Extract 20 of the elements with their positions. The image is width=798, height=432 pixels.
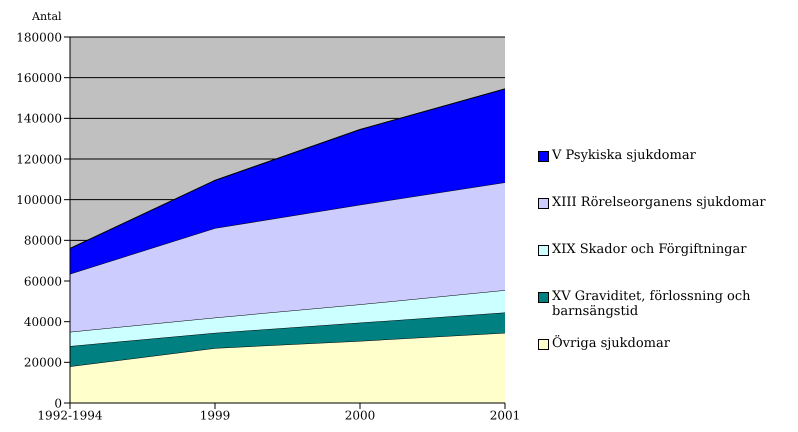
y-axis-title: Antal — [32, 10, 62, 23]
y-tick-label: 100000 — [16, 192, 62, 207]
legend-label: XIX Skador och Förgiftningar — [552, 242, 746, 257]
x-tick-label: 2001 — [490, 408, 520, 423]
y-tick-label: 40000 — [24, 314, 62, 329]
x-tick-label: 1992-1994 — [37, 408, 103, 423]
y-tick-label: 160000 — [16, 70, 62, 85]
y-tick-label: 140000 — [16, 112, 62, 126]
y-tick-label: 0 — [54, 396, 62, 410]
legend-label: XIII Rörelseorganens sjukdomar — [552, 195, 766, 210]
x-tick-label: 1999 — [200, 408, 230, 423]
y-tick-label: 60000 — [24, 274, 62, 288]
y-tick-label: 20000 — [24, 356, 62, 370]
legend-label: XV Graviditet, förlossning och barnsängstid — [552, 289, 752, 319]
y-tick-label: 80000 — [24, 234, 62, 248]
x-tick-label: 2000 — [344, 408, 376, 423]
y-tick-label: 120000 — [16, 152, 62, 166]
legend-label: Övriga sjukdomar — [552, 336, 670, 351]
legend-label: V Psykiska sjukdomar — [552, 148, 696, 163]
y-tick-label: 180000 — [16, 30, 62, 44]
